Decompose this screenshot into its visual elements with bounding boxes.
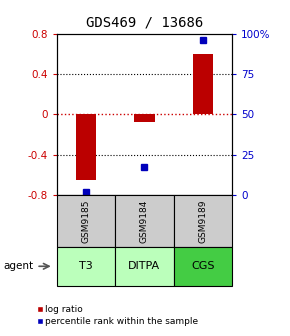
Text: GSM9185: GSM9185 (81, 199, 90, 243)
Text: DITPA: DITPA (128, 261, 160, 271)
Legend: log ratio, percentile rank within the sample: log ratio, percentile rank within the sa… (34, 302, 202, 330)
Text: GDS469 / 13686: GDS469 / 13686 (86, 15, 204, 29)
Text: GSM9184: GSM9184 (140, 199, 149, 243)
Text: agent: agent (3, 261, 33, 271)
Text: CGS: CGS (191, 261, 215, 271)
Text: GSM9189: GSM9189 (198, 199, 207, 243)
Bar (134, 114, 155, 122)
Text: T3: T3 (79, 261, 93, 271)
Bar (76, 114, 96, 180)
Bar (193, 54, 213, 114)
